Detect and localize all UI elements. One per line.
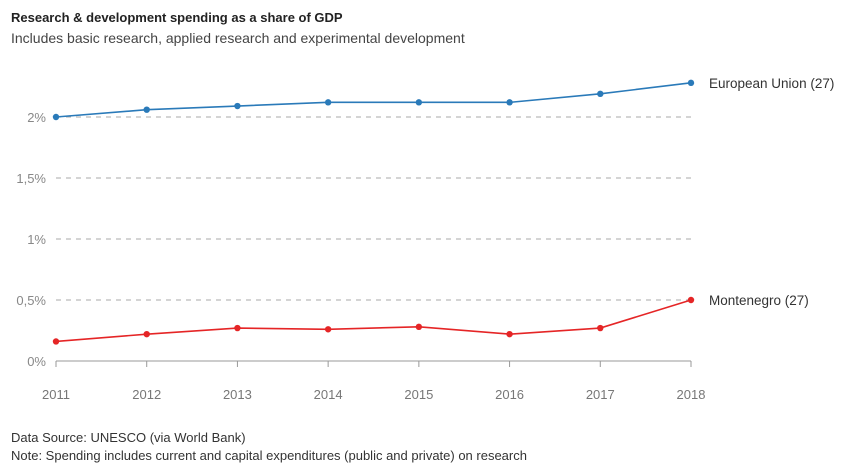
footnote: Note: Spending includes current and capi…	[11, 448, 527, 463]
x-tick-label: 2015	[404, 387, 433, 402]
series-line	[55, 82, 692, 118]
series-label: Montenegro (27)	[709, 293, 809, 308]
data-point	[52, 113, 60, 121]
data-point	[324, 326, 332, 333]
data-source: Data Source: UNESCO (via World Bank)	[11, 430, 246, 445]
y-tick-label: 0,5%	[16, 293, 46, 308]
y-tick-label: 1%	[27, 232, 46, 247]
data-point	[597, 324, 604, 332]
data-point	[597, 90, 604, 98]
x-tick-label: 2018	[677, 387, 706, 402]
y-tick-label: 1,5%	[16, 171, 46, 186]
series-label: European Union (27)	[709, 76, 834, 91]
chart-title: Research & development spending as a sha…	[11, 10, 343, 25]
data-point	[143, 330, 150, 338]
x-tick-label: 2016	[495, 387, 524, 402]
data-point	[506, 99, 513, 106]
data-point	[415, 99, 423, 106]
y-tick-label: 0%	[27, 354, 46, 369]
data-point	[52, 338, 60, 345]
x-tick-label: 2011	[42, 387, 70, 402]
x-tick-label: 2012	[132, 387, 161, 402]
data-point	[143, 106, 150, 113]
data-point	[506, 330, 513, 338]
data-point	[415, 323, 423, 331]
data-point	[687, 296, 695, 304]
x-tick-label: 2013	[223, 387, 252, 402]
data-point	[234, 102, 241, 110]
data-point	[234, 324, 241, 332]
x-tick-label: 2017	[586, 387, 615, 402]
chart-subtitle: Includes basic research, applied researc…	[11, 30, 465, 46]
series-line	[55, 299, 692, 343]
y-tick-label: 2%	[27, 110, 46, 125]
data-point	[324, 99, 332, 106]
x-tick-label: 2014	[314, 387, 343, 402]
data-point	[687, 79, 695, 87]
